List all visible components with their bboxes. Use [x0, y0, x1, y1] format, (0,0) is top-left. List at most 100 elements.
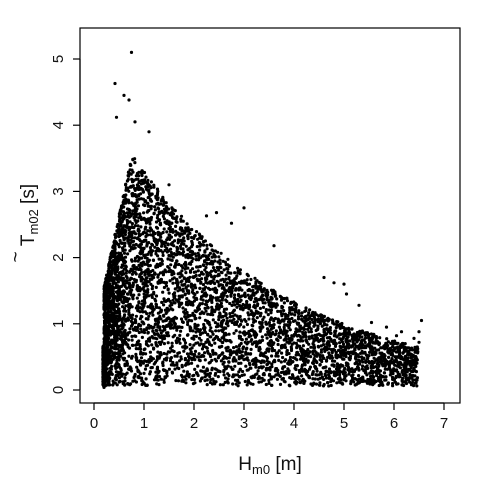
- data-point: [342, 378, 346, 382]
- data-point: [332, 338, 337, 342]
- data-point: [237, 317, 241, 321]
- data-point: [323, 349, 327, 353]
- data-point: [199, 280, 203, 284]
- data-point: [313, 338, 318, 342]
- data-point: [131, 321, 135, 325]
- data-point: [180, 274, 184, 278]
- data-point: [175, 247, 179, 251]
- data-point: [174, 339, 178, 343]
- data-point: [278, 335, 282, 340]
- data-point: [307, 311, 311, 315]
- data-point: [174, 220, 178, 224]
- data-point: [140, 335, 144, 339]
- data-point: [269, 311, 273, 315]
- data-point: [261, 293, 265, 297]
- data-point: [130, 233, 134, 237]
- data-point: [237, 361, 241, 365]
- data-point: [140, 287, 144, 291]
- data-point: [319, 344, 323, 348]
- data-point: [142, 292, 146, 296]
- data-point: [210, 308, 214, 312]
- data-point: [217, 318, 221, 322]
- data-point: [116, 374, 120, 378]
- data-point: [291, 319, 296, 323]
- data-point: [132, 231, 136, 235]
- data-point: [117, 219, 122, 223]
- data-point: [360, 355, 364, 359]
- data-point: [175, 277, 179, 281]
- data-point: [217, 272, 221, 276]
- data-point: [380, 381, 384, 386]
- data-point: [326, 370, 330, 374]
- data-point: [152, 275, 156, 280]
- data-point: [198, 379, 202, 383]
- data-point: [144, 364, 148, 368]
- data-point: [240, 350, 244, 354]
- data-point: [302, 369, 306, 373]
- data-point: [222, 318, 226, 322]
- data-point: [280, 306, 284, 310]
- data-point: [333, 333, 337, 338]
- data-point: [173, 367, 177, 371]
- data-point: [233, 298, 237, 302]
- data-point: [195, 297, 199, 301]
- data-point: [114, 339, 118, 344]
- data-point: [232, 308, 236, 312]
- data-point: [269, 376, 273, 380]
- data-point: [128, 327, 132, 331]
- data-point: [251, 285, 255, 289]
- data-point: [162, 297, 166, 301]
- data-point: [394, 357, 398, 361]
- data-point: [260, 323, 264, 327]
- data-point: [146, 270, 151, 274]
- data-point: [334, 355, 338, 359]
- data-point: [399, 354, 403, 358]
- data-point: [238, 287, 242, 291]
- data-point: [218, 303, 222, 307]
- data-point: [158, 328, 162, 332]
- data-point: [190, 302, 194, 306]
- data-point: [258, 286, 262, 290]
- data-point: [151, 305, 155, 309]
- data-point: [319, 319, 323, 323]
- data-point: [156, 213, 160, 217]
- data-point: [102, 289, 106, 293]
- data-point: [327, 351, 331, 355]
- data-point: [247, 307, 251, 311]
- data-point: [275, 337, 279, 341]
- data-point: [253, 330, 257, 334]
- data-point: [131, 170, 135, 174]
- data-point: [211, 338, 215, 342]
- data-point: [172, 276, 176, 280]
- data-point: [272, 323, 276, 327]
- data-point: [131, 264, 135, 268]
- data-point: [308, 308, 312, 312]
- data-point: [124, 215, 128, 219]
- data-point: [227, 356, 231, 360]
- data-point: [261, 354, 265, 358]
- data-point: [105, 302, 109, 306]
- data-point: [140, 256, 144, 260]
- data-point: [185, 372, 189, 376]
- data-point: [202, 243, 206, 247]
- data-point: [155, 332, 160, 336]
- data-point: [319, 372, 323, 376]
- data-point: [246, 293, 250, 297]
- data-point: [140, 382, 144, 387]
- data-point: [185, 300, 189, 304]
- data-point: [231, 382, 235, 386]
- data-point: [281, 370, 286, 374]
- data-point: [166, 257, 170, 261]
- data-point: [214, 296, 218, 300]
- data-point: [352, 332, 356, 336]
- data-point: [104, 296, 108, 300]
- data-point: [228, 285, 232, 290]
- data-point: [193, 292, 197, 297]
- data-point: [294, 305, 298, 309]
- data-point: [224, 314, 228, 318]
- data-point: [178, 359, 182, 363]
- data-point: [220, 321, 224, 325]
- data-point: [378, 336, 382, 340]
- data-point: [209, 294, 213, 298]
